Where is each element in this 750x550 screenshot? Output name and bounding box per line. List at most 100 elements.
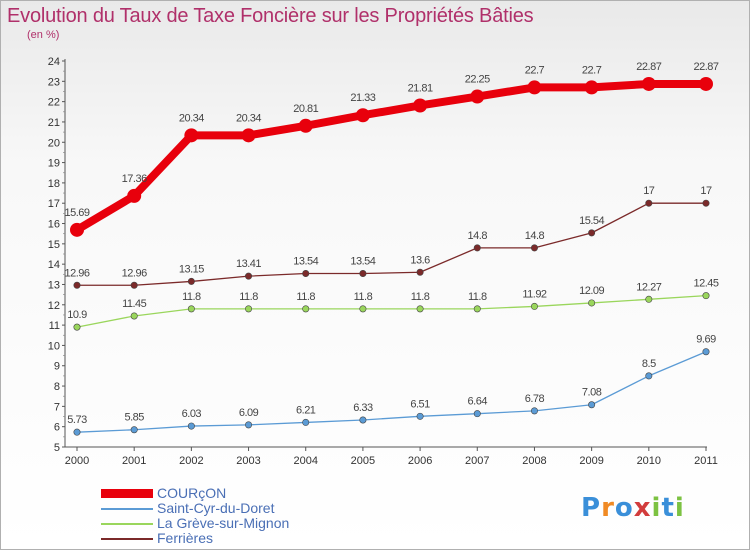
data-point	[470, 89, 485, 104]
data-label: 8.5	[642, 358, 656, 370]
data-point	[70, 222, 84, 237]
data-point	[302, 270, 310, 278]
data-label: 20.34	[236, 112, 261, 124]
logo-letter: o	[614, 493, 634, 523]
logo-letter: r	[601, 493, 615, 523]
data-label: 17	[700, 185, 712, 197]
y-tick-label: 9	[54, 361, 60, 373]
data-point	[187, 305, 195, 313]
chart-title: Evolution du Taux de Taxe Foncière sur l…	[7, 5, 534, 27]
data-point	[298, 118, 313, 133]
data-label: 11.8	[182, 291, 201, 303]
data-point	[130, 426, 138, 434]
data-point	[73, 281, 81, 289]
x-tick-label: 2010	[637, 455, 661, 467]
data-label: 10.9	[67, 309, 87, 321]
data-label: 22.7	[582, 64, 602, 76]
data-label: 12.96	[122, 267, 147, 279]
legend-item: Ferrières	[101, 531, 289, 546]
data-label: 11.8	[296, 291, 315, 303]
data-label: 11.8	[468, 291, 487, 303]
data-point	[130, 281, 138, 289]
logo-letter: x	[633, 493, 652, 523]
data-label: 6.09	[239, 407, 259, 419]
x-tick-label: 2009	[579, 455, 603, 467]
y-tick-label: 17	[48, 198, 60, 210]
logo-letter: P	[581, 493, 602, 523]
x-tick-label: 2004	[293, 455, 317, 467]
data-point	[645, 372, 653, 380]
data-label: 11.45	[122, 298, 147, 310]
legend-label: Ferrières	[157, 530, 214, 546]
data-label: 15.54	[579, 215, 604, 227]
data-label: 11.92	[522, 288, 547, 300]
data-point	[241, 128, 256, 143]
series-line	[76, 202, 707, 286]
y-tick-label: 5	[54, 442, 60, 454]
legend: COURçON Saint-Cyr-du-Doret La Grève-sur-Mi…	[101, 486, 289, 546]
legend-swatch	[101, 522, 153, 525]
data-point	[184, 128, 199, 143]
series-line	[73, 79, 710, 234]
legend-label: Saint-Cyr-du-Doret	[157, 500, 275, 516]
data-point	[473, 244, 481, 252]
data-point	[702, 199, 710, 207]
data-point	[588, 299, 596, 307]
data-point	[473, 410, 481, 418]
data-label: 13.6	[410, 254, 430, 266]
data-point	[73, 323, 81, 331]
data-label: 7.08	[582, 387, 602, 399]
data-point	[359, 416, 367, 424]
series-line	[76, 351, 707, 433]
y-tick-label: 10	[48, 340, 60, 352]
x-tick-label: 2011	[694, 455, 718, 467]
data-label: 13.54	[350, 256, 375, 268]
data-label: 6.21	[296, 404, 316, 416]
data-point	[699, 76, 713, 91]
data-point	[187, 277, 195, 285]
x-tick-label: 2006	[408, 455, 432, 467]
data-label: 12.45	[693, 278, 718, 290]
y-tick-label: 6	[54, 422, 60, 434]
y-tick-label: 15	[48, 239, 60, 251]
data-point	[413, 98, 428, 113]
legend-item: La Grève-sur-Mignon	[101, 516, 289, 531]
data-point	[584, 80, 599, 95]
data-label: 12.96	[64, 267, 89, 279]
data-point	[645, 199, 653, 207]
data-point	[702, 292, 710, 300]
data-label: 17.36	[122, 173, 147, 185]
y-tick-label: 24	[48, 56, 60, 68]
data-label: 9.69	[696, 334, 716, 346]
data-label: 20.34	[179, 112, 204, 124]
y-tick-label: 13	[48, 279, 60, 291]
x-tick-label: 2001	[122, 455, 146, 467]
data-point	[245, 305, 253, 313]
data-label: 14.8	[468, 230, 488, 242]
data-point	[302, 418, 310, 426]
data-point	[530, 244, 538, 252]
data-label: 21.33	[350, 92, 375, 104]
x-tick-label: 2008	[522, 455, 546, 467]
data-point	[527, 80, 542, 95]
data-point	[245, 421, 253, 429]
data-label: 6.33	[353, 402, 373, 414]
y-tick-label: 19	[48, 158, 60, 170]
data-label: 5.85	[124, 412, 144, 424]
data-point	[416, 412, 424, 420]
proxiti-logo: Proxiti	[581, 493, 685, 523]
data-label: 17	[643, 185, 655, 197]
data-label: 13.41	[236, 258, 261, 270]
y-tick-label: 18	[48, 178, 60, 190]
data-label: 15.69	[64, 207, 89, 219]
logo-letter: i	[651, 493, 662, 523]
data-point	[302, 305, 310, 313]
data-label: 14.8	[525, 230, 545, 242]
data-label: 12.27	[636, 281, 661, 293]
data-label: 12.09	[579, 285, 604, 297]
data-point	[416, 268, 424, 276]
y-tick-label: 20	[48, 137, 60, 149]
data-label: 6.64	[468, 396, 488, 408]
